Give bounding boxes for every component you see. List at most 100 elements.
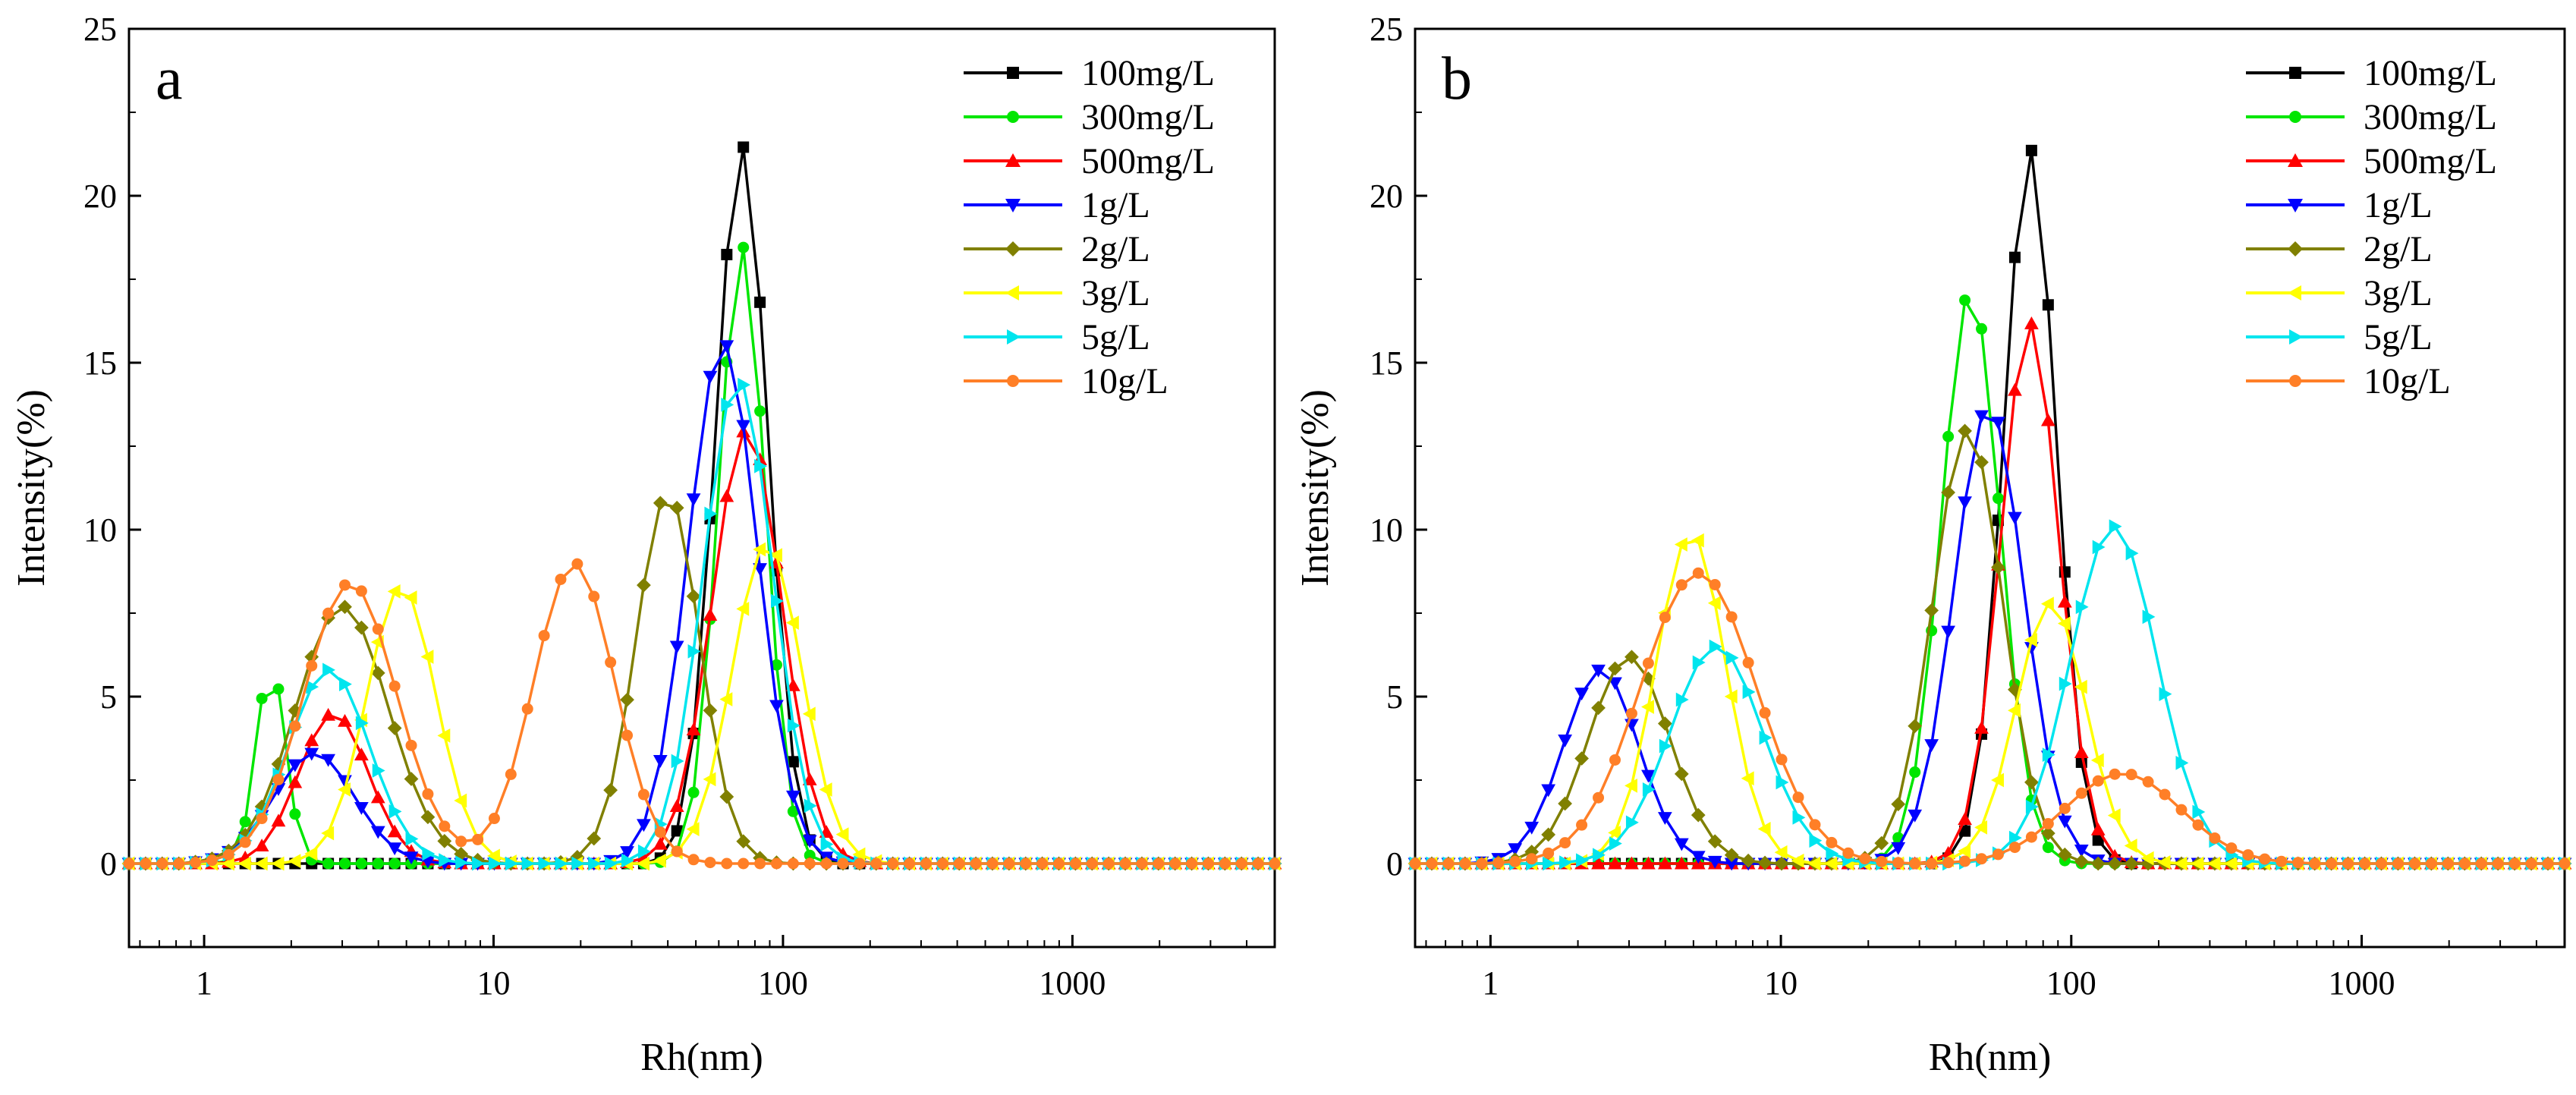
data-point xyxy=(1826,836,1838,848)
data-point xyxy=(787,857,799,870)
legend-marker xyxy=(1007,67,1019,79)
data-point xyxy=(986,857,999,870)
data-point xyxy=(288,775,303,788)
data-point xyxy=(2109,519,2122,534)
data-point xyxy=(671,845,683,857)
legend-label: 5g/L xyxy=(1081,317,1150,357)
data-point xyxy=(455,835,467,848)
data-point xyxy=(2008,251,2021,263)
data-point xyxy=(1136,857,1148,870)
data-point xyxy=(387,584,401,599)
data-point xyxy=(1891,797,1906,812)
data-point xyxy=(787,805,799,817)
data-point xyxy=(1974,720,1989,734)
data-point xyxy=(920,857,932,870)
data-point xyxy=(2174,856,2188,871)
data-point xyxy=(1791,853,1804,868)
data-point xyxy=(1674,838,1689,851)
data-point xyxy=(637,844,651,859)
legend-entry: 10g/L xyxy=(2246,361,2451,401)
data-point xyxy=(156,857,168,870)
data-point xyxy=(488,813,500,825)
legend-label: 100mg/L xyxy=(1081,53,1215,93)
data-point xyxy=(1593,848,1606,863)
data-point xyxy=(1576,819,1588,831)
data-point xyxy=(2090,822,2106,835)
data-point xyxy=(2124,839,2137,853)
data-point xyxy=(2425,857,2437,870)
x-tick-label: 10 xyxy=(477,964,510,1002)
data-point xyxy=(1909,766,1921,779)
y-tick-label: 15 xyxy=(83,345,117,382)
data-point xyxy=(703,370,718,384)
data-point xyxy=(1691,807,1706,823)
data-point xyxy=(686,822,700,837)
data-point xyxy=(2175,756,2189,770)
data-point xyxy=(322,662,335,678)
data-point xyxy=(2309,857,2321,870)
data-point xyxy=(538,630,550,642)
data-point xyxy=(288,759,303,772)
data-point xyxy=(1707,855,1722,869)
data-point xyxy=(2408,857,2420,870)
data-point xyxy=(2109,768,2121,780)
data-point xyxy=(388,680,401,692)
data-point xyxy=(736,834,751,849)
data-point xyxy=(221,856,234,871)
data-point xyxy=(770,857,782,870)
data-point xyxy=(1809,819,1821,831)
data-point xyxy=(2542,857,2554,870)
x-tick-label: 1000 xyxy=(1039,964,1106,1002)
legend-entry: 1g/L xyxy=(964,185,1150,225)
data-point xyxy=(306,679,319,694)
data-point xyxy=(422,788,434,800)
data-point xyxy=(2375,857,2387,870)
data-point xyxy=(1641,856,1656,870)
data-point xyxy=(2475,857,2487,870)
data-point xyxy=(505,768,517,780)
data-point xyxy=(321,826,335,841)
data-point xyxy=(719,489,734,502)
series-line xyxy=(129,501,1275,865)
legend-label: 3g/L xyxy=(2364,273,2433,313)
panel-b: 1 10 100 1000 0 5 10 15 20 25 Rh(nm) Intensity(%) b 1… xyxy=(1294,11,2572,1079)
data-point xyxy=(1942,857,1955,869)
data-point xyxy=(304,747,319,761)
data-point xyxy=(1659,612,1671,624)
legend-marker xyxy=(2289,375,2301,387)
data-point xyxy=(1053,857,1065,870)
data-point xyxy=(2175,804,2188,816)
data-point xyxy=(2142,609,2156,625)
data-point xyxy=(338,857,351,870)
data-point xyxy=(1908,719,1923,734)
data-point xyxy=(1757,822,1771,836)
data-point xyxy=(239,836,251,848)
data-point xyxy=(1958,423,1972,439)
data-point xyxy=(272,773,285,785)
data-point xyxy=(2326,857,2338,870)
data-point xyxy=(686,493,701,507)
data-point xyxy=(1959,825,1971,837)
data-point xyxy=(687,643,701,659)
legend-entry: 5g/L xyxy=(2246,317,2433,357)
data-point xyxy=(2024,775,2039,790)
data-point xyxy=(355,857,367,870)
data-point xyxy=(2040,826,2055,841)
data-point xyxy=(2092,834,2104,846)
legend-label: 300mg/L xyxy=(2364,97,2497,137)
data-point xyxy=(686,722,701,736)
series-10g/L xyxy=(1409,567,2571,870)
panel-letter: a xyxy=(156,46,183,112)
data-point xyxy=(2159,687,2172,701)
plot-frame xyxy=(1414,27,2566,949)
data-point xyxy=(1792,791,1804,804)
y-axis-title: Intensity(%) xyxy=(10,389,53,587)
data-point xyxy=(1974,410,1989,423)
data-point xyxy=(621,853,634,868)
data-point xyxy=(1958,812,1972,826)
data-point xyxy=(787,718,800,733)
data-point xyxy=(1591,856,1606,870)
data-point xyxy=(785,790,800,804)
legend-entry: 3g/L xyxy=(2246,273,2433,313)
data-point xyxy=(1576,853,1589,868)
